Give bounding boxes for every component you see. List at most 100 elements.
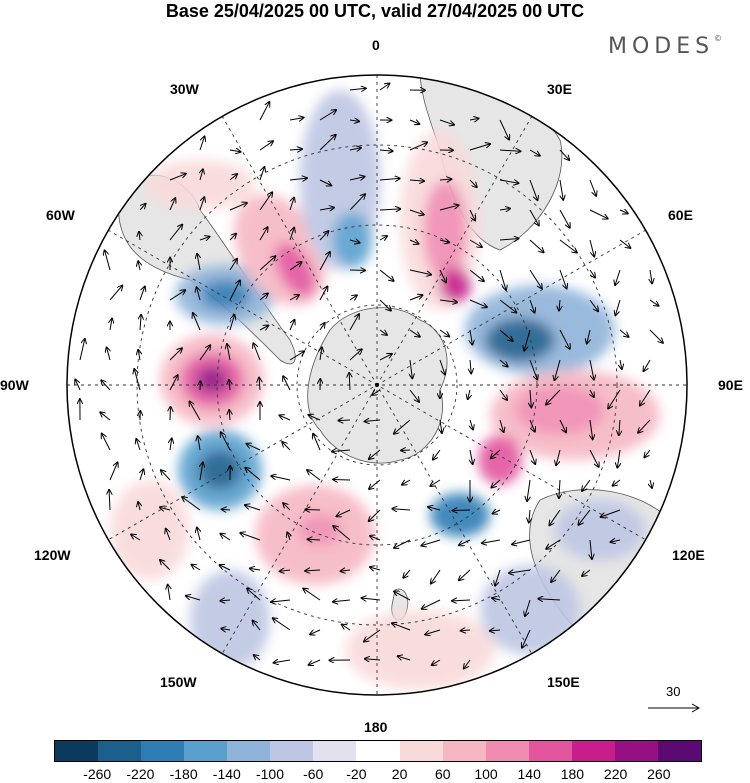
wind-vector bbox=[349, 177, 365, 180]
wind-vector bbox=[303, 589, 321, 601]
lon-label-0: 0 bbox=[372, 37, 380, 53]
wind-vector bbox=[409, 209, 424, 215]
wind-vector bbox=[166, 529, 171, 541]
wind-vector bbox=[650, 269, 652, 283]
colorbar-swatch bbox=[313, 741, 357, 761]
wind-vector bbox=[140, 315, 141, 331]
wind-vector bbox=[649, 329, 663, 343]
wind-vector bbox=[589, 359, 594, 380]
wind-vector bbox=[193, 313, 201, 331]
colorbar-tick-label: -260 bbox=[83, 766, 112, 782]
wind-vector bbox=[589, 239, 594, 256]
wind-vector bbox=[379, 236, 387, 240]
colorbar-tick-label: -220 bbox=[126, 766, 155, 782]
wind-vector bbox=[134, 369, 141, 391]
wind-vector bbox=[75, 380, 81, 391]
wind-vector bbox=[499, 359, 508, 367]
wind-vector bbox=[499, 180, 519, 183]
brand-logo: MODES© bbox=[608, 34, 722, 59]
pole-marker bbox=[375, 383, 379, 387]
wind-vector bbox=[280, 415, 291, 421]
wind-vector bbox=[439, 179, 451, 180]
wind-vector bbox=[452, 600, 471, 601]
wind-vector bbox=[341, 570, 351, 571]
wind-vector bbox=[439, 329, 449, 336]
wind-vector bbox=[259, 141, 273, 151]
wind-vector bbox=[559, 329, 570, 349]
wind-vector bbox=[229, 203, 247, 211]
wind-vector bbox=[105, 250, 111, 271]
wind-vector bbox=[333, 480, 351, 481]
wind-vector bbox=[459, 569, 471, 580]
wind-vector bbox=[109, 286, 122, 301]
wind-vector bbox=[229, 150, 241, 152]
wind-vector bbox=[102, 434, 111, 451]
wind-vector bbox=[139, 287, 145, 301]
wind-vector bbox=[529, 359, 537, 380]
wind-vector bbox=[499, 209, 510, 211]
wind-vector bbox=[280, 570, 291, 571]
wind-vector bbox=[349, 295, 357, 300]
wind-vector bbox=[138, 261, 140, 271]
wind-vector bbox=[379, 150, 393, 151]
wind-vector bbox=[342, 625, 351, 631]
wind-vector bbox=[109, 490, 110, 511]
wind-vector bbox=[319, 179, 331, 186]
wind-vector bbox=[319, 110, 336, 121]
colorbar-swatch bbox=[657, 741, 701, 761]
wind-vector bbox=[240, 533, 261, 541]
wind-vector bbox=[245, 505, 261, 511]
wind-vector bbox=[589, 209, 608, 219]
wind-vector bbox=[271, 600, 291, 602]
wind-vector bbox=[365, 659, 381, 660]
wind-vector bbox=[559, 239, 577, 253]
colorbar-swatch bbox=[571, 741, 615, 761]
wind-vector bbox=[394, 539, 411, 548]
wind-vector bbox=[109, 462, 118, 481]
wind-vector bbox=[409, 329, 420, 337]
wind-vector bbox=[499, 389, 507, 400]
wind-vector bbox=[199, 137, 205, 151]
wind-vector bbox=[546, 389, 561, 405]
anomaly-field bbox=[110, 90, 660, 690]
colorbar-tick-label: 220 bbox=[603, 766, 628, 782]
wind-vector bbox=[469, 179, 477, 187]
colorbar-swatch bbox=[98, 741, 142, 761]
wind-vector bbox=[169, 225, 182, 241]
wind-vector bbox=[229, 259, 237, 271]
wind-vector bbox=[349, 148, 361, 150]
wind-vector bbox=[168, 585, 170, 601]
wind-vector bbox=[559, 269, 567, 289]
wind-vector bbox=[160, 560, 171, 571]
wind-vector bbox=[349, 120, 359, 121]
wind-vector bbox=[246, 444, 261, 451]
wind-vector bbox=[199, 197, 204, 211]
wind-vector bbox=[559, 149, 569, 160]
wind-vector bbox=[229, 234, 236, 241]
wind-vector bbox=[369, 479, 381, 489]
wind-vector bbox=[430, 479, 441, 486]
wind-vector bbox=[79, 339, 85, 361]
wind-vector bbox=[190, 402, 201, 421]
wind-vector bbox=[192, 565, 201, 571]
wind-vector bbox=[245, 468, 261, 481]
wind-vector bbox=[220, 534, 231, 541]
wind-vector bbox=[402, 479, 411, 485]
wind-vector bbox=[253, 621, 261, 631]
wind-vector bbox=[220, 600, 231, 601]
wind-vector bbox=[259, 227, 268, 241]
wind-vector bbox=[493, 510, 501, 514]
wind-vector bbox=[186, 596, 201, 601]
wind-vector bbox=[644, 449, 651, 457]
wind-vector bbox=[221, 432, 231, 451]
wind-vector bbox=[221, 629, 231, 630]
colorbar-ticks: -260 -220 -180 -140 -100 -60 -20 20 60 100 140 180 2… bbox=[0, 766, 750, 783]
wind-vector bbox=[611, 540, 621, 542]
wind-vector bbox=[274, 660, 291, 663]
wind-vector bbox=[439, 205, 459, 211]
wind-vector bbox=[229, 380, 230, 391]
lon-label-60w: 60W bbox=[46, 207, 75, 223]
wind-vector bbox=[319, 231, 328, 241]
wind-vector bbox=[529, 449, 535, 464]
lon-label-60e: 60E bbox=[668, 207, 693, 223]
